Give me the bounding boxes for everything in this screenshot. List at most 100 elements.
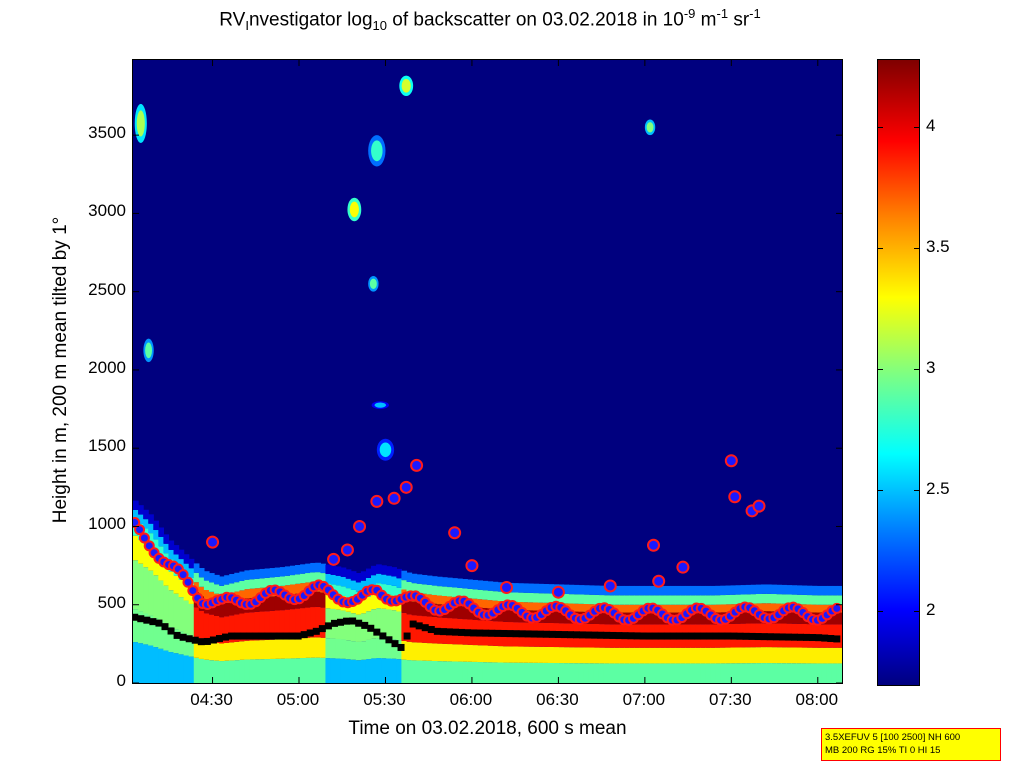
heatmap-cell bbox=[345, 569, 352, 579]
heatmap-cell bbox=[624, 604, 630, 613]
mixing-layer-marker bbox=[300, 631, 308, 639]
heatmap-cell bbox=[436, 576, 443, 587]
heatmap-cell bbox=[568, 603, 575, 612]
heatmap-cell bbox=[588, 594, 595, 605]
heatmap-cell bbox=[335, 638, 342, 659]
heatmap-cell bbox=[766, 663, 772, 683]
heatmap-cell bbox=[715, 663, 722, 683]
mixing-layer-marker bbox=[173, 631, 181, 639]
mixing-layer-marker bbox=[264, 632, 272, 640]
heatmap-cell bbox=[143, 613, 149, 645]
heatmap-cell bbox=[553, 663, 559, 683]
heatmap-cell bbox=[269, 658, 276, 683]
mixing-layer-marker bbox=[615, 632, 623, 640]
heatmap-cell bbox=[239, 571, 246, 581]
heatmap-cell bbox=[284, 609, 291, 639]
heatmap-cell bbox=[178, 654, 185, 683]
mixing-layer-marker bbox=[470, 629, 478, 637]
heatmap-cell bbox=[168, 627, 175, 653]
heatmap-cell bbox=[578, 585, 585, 595]
heatmap-cell bbox=[583, 647, 590, 664]
heatmap-cell bbox=[208, 573, 215, 583]
x-tick-label: 05:30 bbox=[363, 690, 406, 709]
heatmap-cell bbox=[735, 594, 742, 605]
mixing-layer-marker bbox=[252, 632, 260, 640]
heatmap-cell bbox=[467, 606, 473, 620]
heatmap-cell bbox=[315, 637, 321, 658]
heatmap-cell bbox=[416, 642, 423, 661]
heatmap-cell bbox=[406, 581, 413, 592]
aerosol-patch bbox=[374, 402, 387, 408]
heatmap-cell bbox=[654, 663, 661, 683]
heatmap-cell bbox=[786, 647, 792, 664]
mixing-layer-marker bbox=[330, 619, 338, 627]
heatmap-cell bbox=[249, 640, 256, 660]
heatmap-cell bbox=[664, 663, 671, 683]
heatmap-cell bbox=[214, 574, 220, 585]
heatmap-cell bbox=[143, 644, 149, 683]
heatmap-cell bbox=[791, 647, 798, 664]
mixing-layer-marker bbox=[306, 629, 314, 637]
heatmap-cell bbox=[674, 604, 681, 613]
heatmap-cell bbox=[193, 657, 200, 683]
heatmap-cell bbox=[178, 559, 185, 569]
mixing-layer-marker bbox=[639, 632, 647, 640]
heatmap-cell bbox=[203, 580, 210, 590]
heatmap-cell bbox=[619, 585, 625, 596]
heatmap-cell bbox=[477, 589, 484, 600]
heatmap-cell bbox=[198, 658, 205, 683]
heatmap-cell bbox=[345, 640, 352, 660]
heatmap-cell bbox=[401, 612, 408, 641]
heatmap-cell bbox=[477, 580, 484, 590]
heatmap-cell bbox=[831, 585, 838, 596]
heatmap-cell bbox=[244, 612, 251, 641]
heatmap-cell bbox=[214, 660, 220, 683]
heatmap-cell bbox=[178, 579, 185, 598]
heatmap-cell bbox=[295, 658, 301, 683]
heatmap-cell bbox=[649, 595, 656, 605]
heatmap-cell bbox=[674, 595, 681, 605]
heatmap-cell bbox=[745, 647, 752, 664]
heatmap-cell bbox=[603, 595, 610, 605]
heatmap-cell bbox=[300, 573, 306, 584]
heatmap-cell bbox=[254, 578, 261, 589]
heatmap-cell bbox=[153, 520, 159, 531]
heatmap-cell bbox=[750, 611, 757, 624]
heatmap-cell bbox=[365, 639, 372, 660]
heatmap-cell bbox=[239, 590, 246, 600]
heatmap-cell bbox=[219, 617, 225, 644]
heatmap-cell bbox=[654, 612, 661, 625]
heatmap-cell bbox=[325, 593, 332, 609]
heatmap-cell bbox=[750, 584, 757, 595]
heatmap-cell bbox=[766, 603, 772, 612]
heatmap-cell bbox=[771, 603, 777, 612]
heatmap-cell bbox=[234, 582, 240, 592]
heatmap-cell bbox=[193, 607, 200, 638]
heatmap-cell bbox=[710, 595, 716, 605]
heatmap-cell bbox=[568, 647, 575, 664]
colorbar-tick-mark bbox=[914, 126, 919, 128]
heatmap-cell bbox=[340, 658, 347, 683]
heatmap-cell bbox=[502, 592, 509, 602]
heatmap-cell bbox=[188, 588, 195, 604]
mixing-layer-marker bbox=[633, 632, 641, 640]
mixing-layer-marker bbox=[706, 632, 714, 640]
heatmap-cell bbox=[421, 584, 428, 594]
heatmap-cell bbox=[725, 585, 732, 595]
heatmap-cell bbox=[163, 650, 170, 683]
heatmap-cell bbox=[452, 587, 458, 597]
heatmap-cell bbox=[528, 646, 534, 663]
heatmap-cell bbox=[766, 584, 772, 594]
y-tick-label: 2500 bbox=[88, 279, 126, 299]
mixing-layer-marker bbox=[609, 631, 617, 639]
heatmap-cell bbox=[446, 661, 453, 683]
heatmap-cell bbox=[386, 575, 392, 585]
heatmap-cell bbox=[320, 573, 327, 583]
heatmap-cell bbox=[315, 606, 321, 638]
heatmap-cell bbox=[183, 655, 190, 683]
aerosol-patch bbox=[371, 140, 383, 162]
heatmap-cell bbox=[700, 595, 706, 605]
heatmap-cell bbox=[522, 662, 529, 683]
heatmap-cell bbox=[766, 593, 772, 604]
heatmap-cell bbox=[538, 646, 544, 663]
